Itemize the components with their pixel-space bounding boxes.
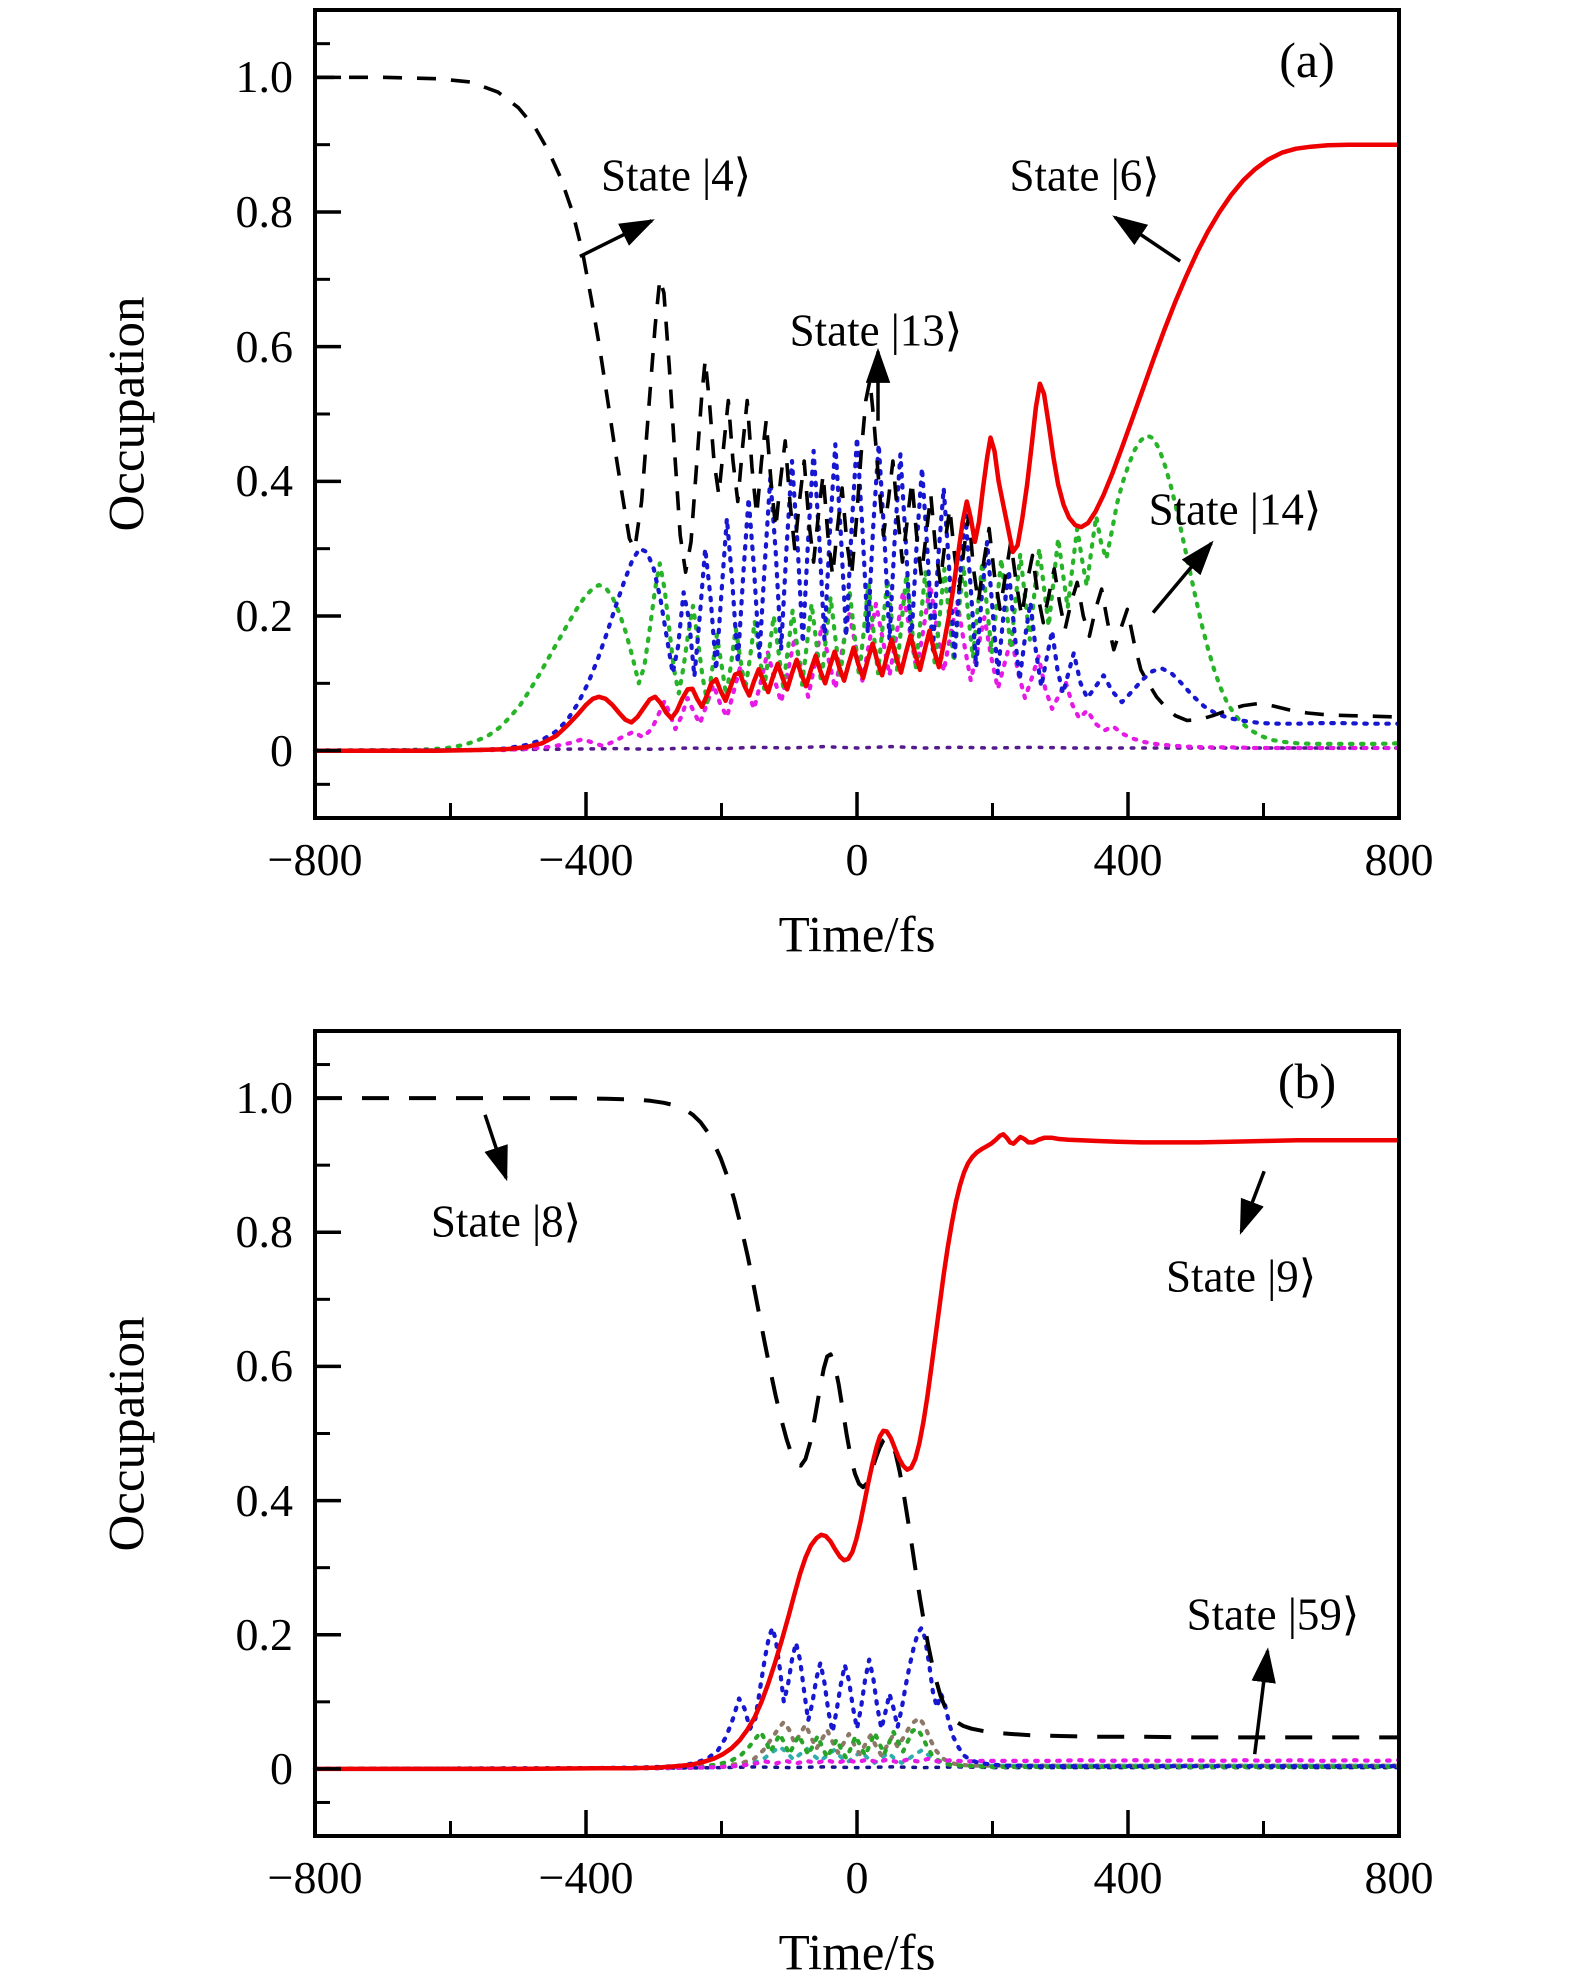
series-state-8 bbox=[315, 1096, 1399, 1740]
annotation-state-6: State |6⟩ bbox=[1009, 150, 1160, 201]
annotation-state-13: State |13⟩ bbox=[789, 305, 963, 356]
annotation-state-9: State |9⟩ bbox=[1165, 1251, 1317, 1302]
x-tick-label: 0 bbox=[845, 834, 869, 885]
annotation-arrow bbox=[483, 1114, 508, 1182]
x-tick-label: −800 bbox=[267, 1852, 363, 1903]
series-state-green-minor bbox=[312, 1726, 1402, 1772]
panel-label-a: (a) bbox=[1279, 32, 1335, 88]
y-tick-label: 0.8 bbox=[235, 1206, 294, 1258]
series-state-blue-minor bbox=[312, 1625, 1402, 1772]
x-tick-label: −800 bbox=[267, 834, 363, 885]
y-tick-label: 1.0 bbox=[235, 51, 294, 103]
y-tick-label: 0.8 bbox=[235, 186, 294, 237]
y-tick-label: 0.4 bbox=[235, 455, 294, 507]
x-tick-label: −400 bbox=[538, 1852, 634, 1903]
y-tick-label: 0.6 bbox=[235, 1340, 294, 1392]
series-state-brown-minor bbox=[312, 1715, 1402, 1772]
y-tick-label: 0.4 bbox=[235, 1474, 294, 1526]
series-state-9 bbox=[315, 1132, 1399, 1772]
x-axis-title-panel-b: Time/fs bbox=[778, 1925, 936, 1982]
x-tick-label: 800 bbox=[1364, 1852, 1434, 1903]
annotation-arrow bbox=[1239, 1170, 1266, 1235]
y-tick-label: 0.6 bbox=[235, 320, 294, 372]
x-tick-label: 400 bbox=[1093, 1852, 1163, 1903]
annotation-arrow bbox=[1112, 215, 1182, 263]
series-state-cyan-minor bbox=[313, 1744, 1401, 1771]
annotation-state-59: State |59⟩ bbox=[1186, 1589, 1360, 1640]
y-tick-label: 1.0 bbox=[235, 1072, 294, 1124]
x-tick-label: 400 bbox=[1093, 834, 1163, 885]
series-state-59 bbox=[312, 1756, 1402, 1772]
annotation-arrow bbox=[1251, 1647, 1276, 1755]
series-state-violet-minor bbox=[313, 744, 1401, 752]
y-axis-title-panel-a: Occupation bbox=[99, 296, 156, 532]
x-tick-label: 800 bbox=[1364, 834, 1434, 885]
y-tick-label: 0.2 bbox=[235, 1608, 294, 1660]
annotation-arrow bbox=[1151, 540, 1214, 614]
x-tick-label: −400 bbox=[538, 834, 634, 885]
y-tick-label: 0.2 bbox=[235, 590, 294, 641]
series-state-14 bbox=[312, 433, 1402, 753]
series-state-13 bbox=[312, 435, 1402, 753]
y-axis-title-panel-b: Occupation bbox=[99, 1315, 156, 1552]
annotation-state-8: State |8⟩ bbox=[430, 1196, 582, 1247]
series-state-6 bbox=[315, 142, 1399, 753]
plot-frame bbox=[313, 8, 1401, 820]
y-tick-label: 0 bbox=[270, 1742, 293, 1794]
series-state-magenta bbox=[312, 582, 1402, 753]
series-state-4 bbox=[315, 75, 1400, 723]
annotation-state-4: State |4⟩ bbox=[600, 150, 752, 201]
plot-frame bbox=[313, 1029, 1401, 1838]
annotation-state-14: State |14⟩ bbox=[1148, 484, 1322, 535]
x-axis-title-panel-a: Time/fs bbox=[778, 907, 936, 964]
annotation-arrow bbox=[579, 219, 655, 259]
y-tick-label: 0 bbox=[270, 724, 293, 776]
x-tick-label: 0 bbox=[845, 1852, 869, 1903]
panel-label-b: (b) bbox=[1277, 1053, 1337, 1109]
